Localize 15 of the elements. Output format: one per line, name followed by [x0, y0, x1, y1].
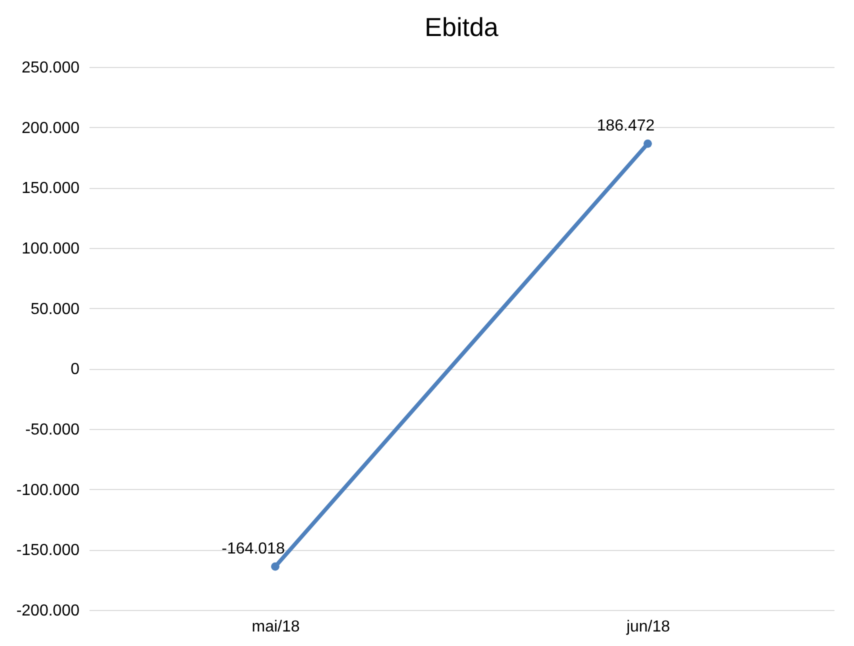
data-label: 186.472 [596, 118, 655, 135]
y-tick-label: -200.000 [16, 602, 80, 620]
y-tick-label: 250.000 [22, 60, 80, 76]
y-tick-label: 0 [70, 361, 80, 378]
data-label: -164.018 [222, 540, 285, 558]
y-tick-label: -100.000 [16, 482, 80, 499]
y-tick-label: 50.000 [30, 300, 80, 318]
x-tick-label: mai/18 [252, 618, 300, 636]
y-tick-label: 100.000 [22, 240, 80, 258]
y-tick-label: 150.000 [22, 180, 80, 198]
chart-title: Ebitda [424, 12, 499, 42]
y-tick-label: -150.000 [16, 542, 80, 560]
y-tick-label: -50.000 [25, 422, 80, 438]
y-tick-label: 200.000 [22, 120, 80, 137]
x-tick-label: jun/18 [625, 618, 670, 636]
